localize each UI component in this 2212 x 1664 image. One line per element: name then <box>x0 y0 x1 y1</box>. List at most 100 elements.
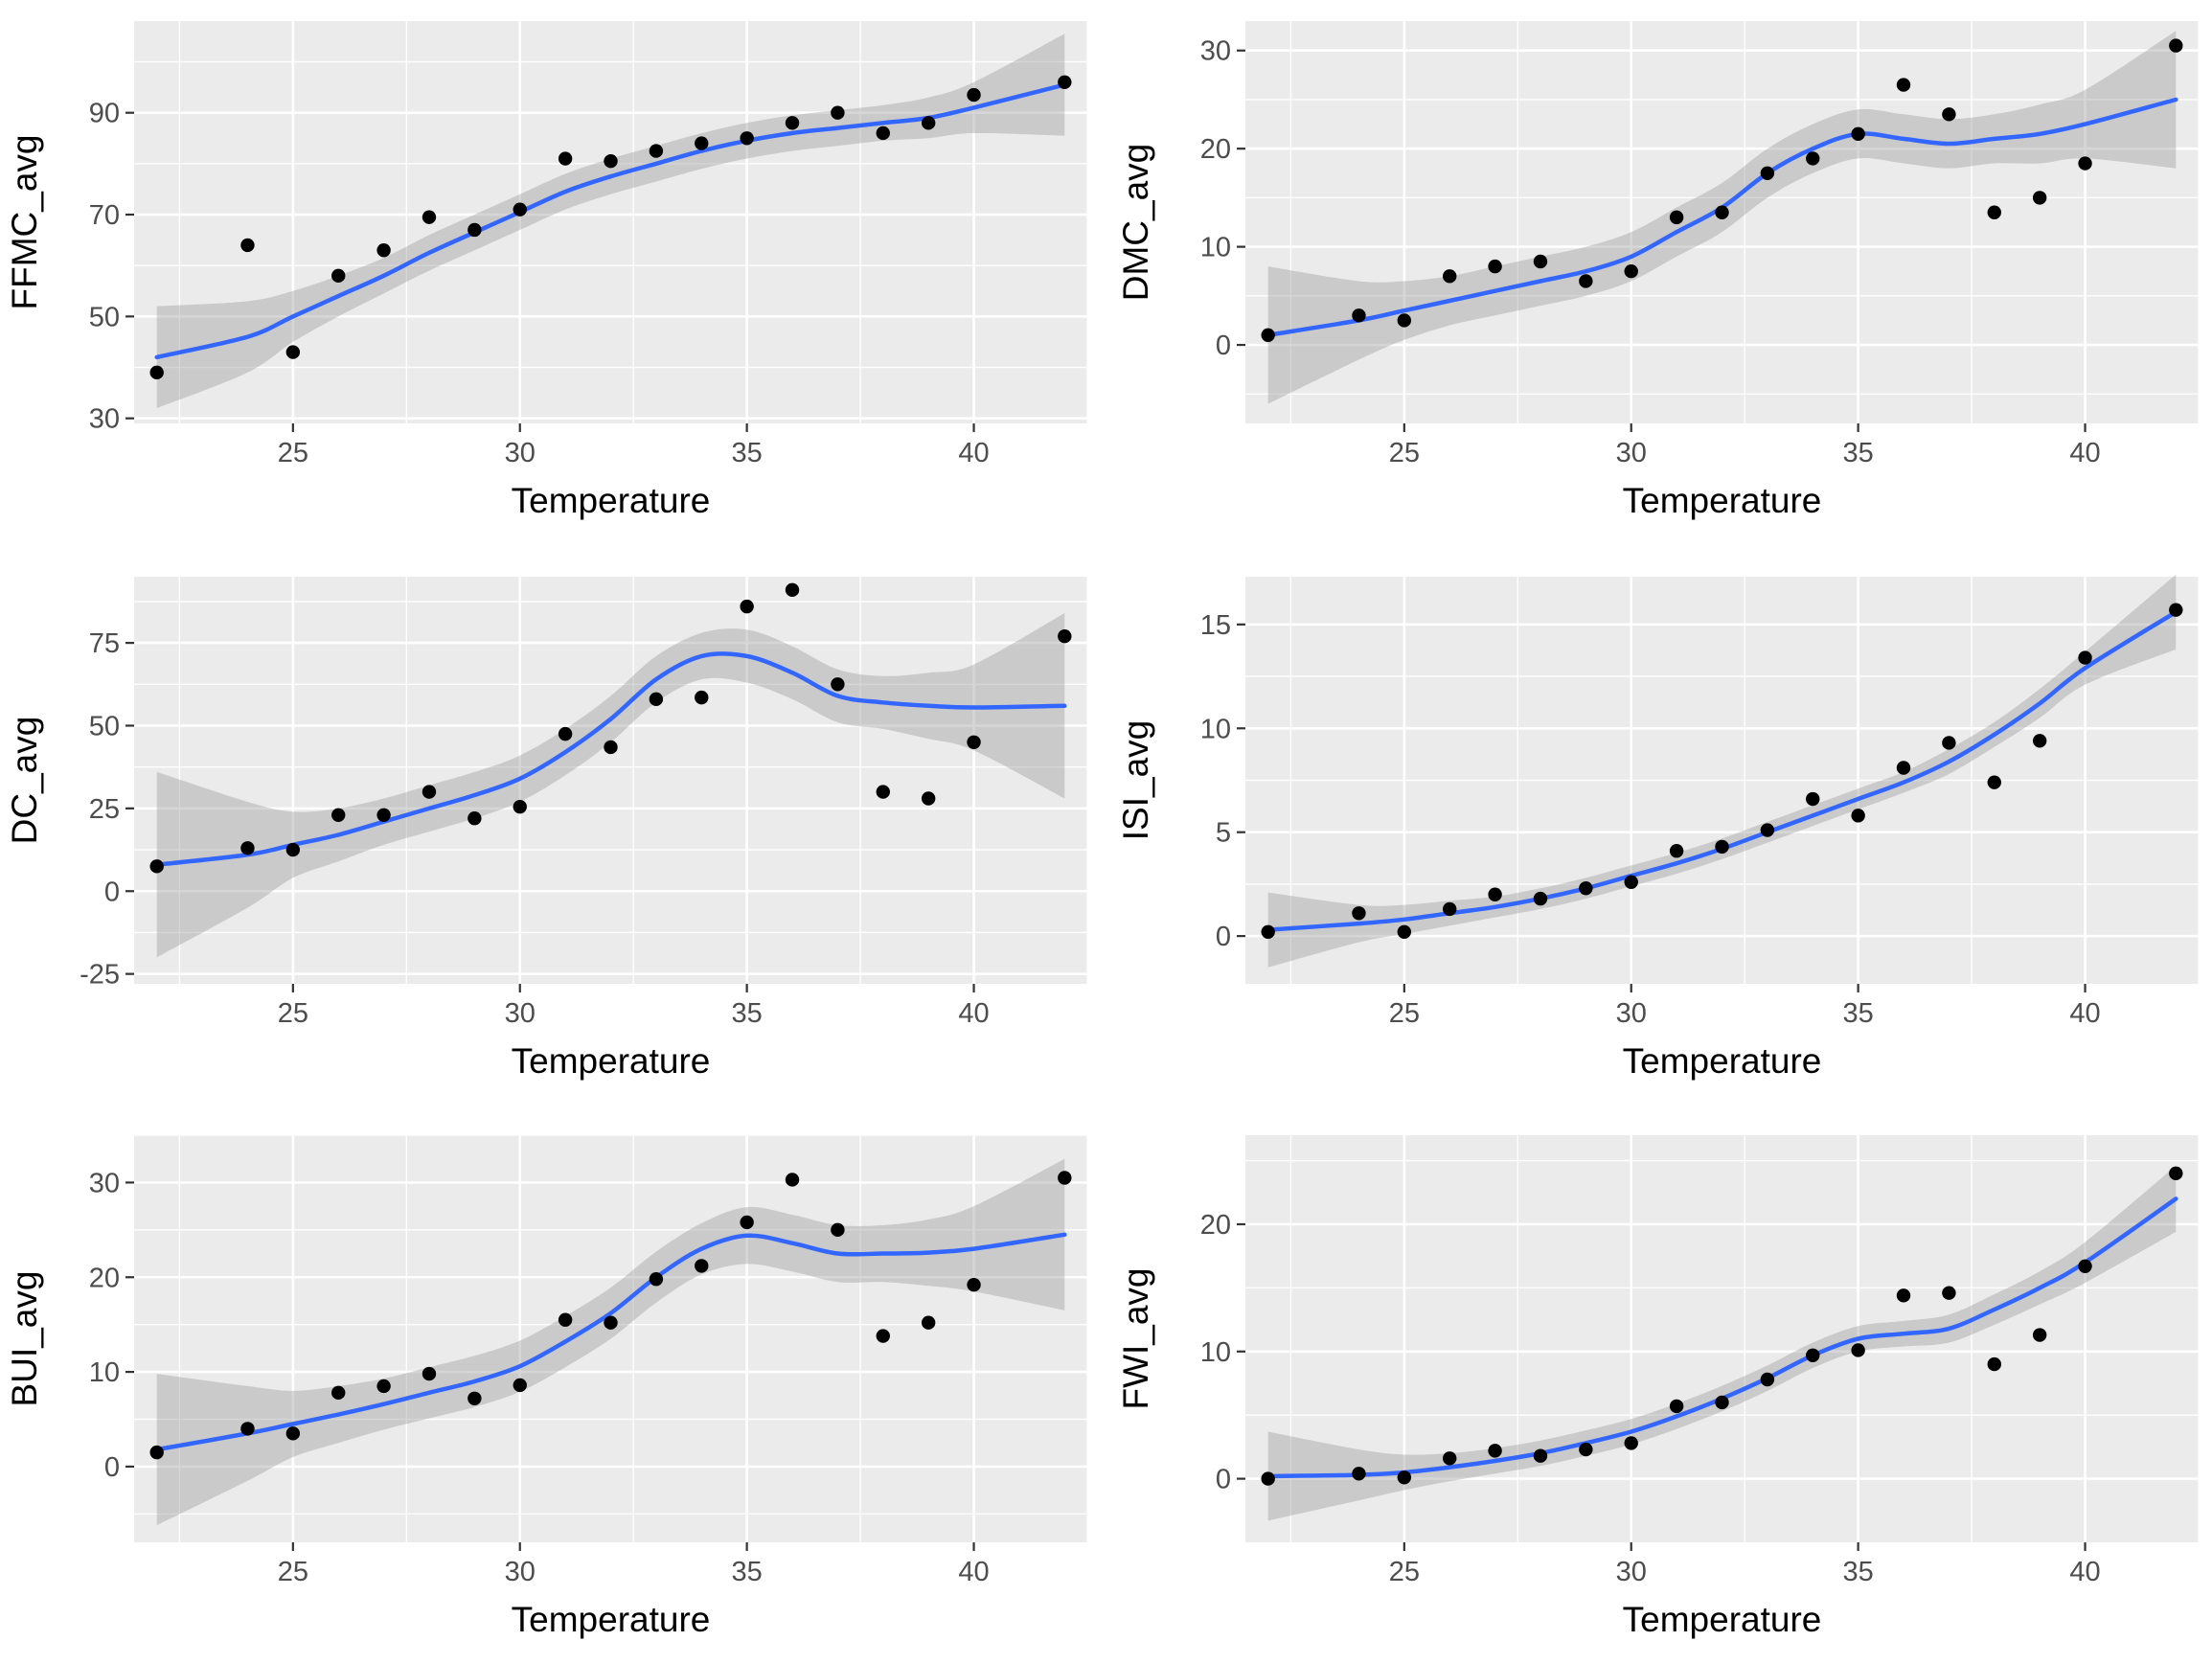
x-axis-title: Temperature <box>1623 1600 1822 1639</box>
y-tick-label: 0 <box>1216 1465 1231 1495</box>
x-tick-label: 25 <box>1389 998 1420 1029</box>
x-axis-title: Temperature <box>512 481 711 520</box>
confidence-band <box>156 1158 1065 1526</box>
data-point <box>921 116 936 130</box>
data-point <box>1624 264 1638 279</box>
data-point <box>740 599 754 614</box>
data-point <box>376 808 391 822</box>
y-tick-label: 30 <box>1200 36 1231 67</box>
data-point <box>649 692 664 707</box>
data-point <box>2078 650 2092 665</box>
data-point <box>1058 1171 1072 1185</box>
data-point <box>1488 1444 1502 1458</box>
y-tick-label: 15 <box>1200 610 1231 641</box>
data-point <box>604 1315 618 1330</box>
data-point <box>558 726 573 741</box>
data-point <box>467 222 482 238</box>
data-point <box>1715 1395 1729 1410</box>
data-point <box>558 151 573 166</box>
data-point <box>513 1378 527 1393</box>
data-point <box>2169 1166 2183 1181</box>
y-axis-title: FFMC_avg <box>5 135 44 310</box>
data-point <box>1942 736 1956 750</box>
panel-ffmc-avg: 25 30 35 40 30 50 70 90 Temperature FFMC_avg <box>5 21 1088 520</box>
data-point <box>1896 1288 1911 1303</box>
data-point <box>1443 269 1457 284</box>
y-tick-label: 0 <box>104 1452 120 1483</box>
y-tick-label: 20 <box>1200 1210 1231 1241</box>
data-point <box>1760 166 1775 180</box>
y-tick-label: 10 <box>89 1357 120 1388</box>
data-point <box>1624 1436 1638 1450</box>
x-tick-label: 25 <box>1389 438 1420 468</box>
data-point <box>785 582 800 598</box>
data-point <box>876 125 890 141</box>
data-point <box>831 1222 845 1238</box>
data-point <box>1987 775 2001 789</box>
y-axis-title: BUI_avg <box>5 1271 44 1407</box>
data-point <box>1261 924 1275 939</box>
data-point <box>285 345 301 359</box>
data-point <box>1579 274 1593 288</box>
y-tick-label: 5 <box>1216 818 1231 849</box>
data-point <box>467 811 482 826</box>
data-point <box>785 116 800 130</box>
data-point <box>1443 1451 1457 1466</box>
confidence-band <box>156 613 1065 958</box>
data-point <box>1715 205 1729 219</box>
data-point <box>967 1277 981 1292</box>
y-tick-label: 50 <box>89 302 120 332</box>
data-point <box>921 791 936 806</box>
data-point <box>2032 734 2047 748</box>
data-point <box>1488 887 1502 901</box>
x-tick-label: 35 <box>732 998 763 1029</box>
data-point <box>422 1366 437 1381</box>
data-point <box>376 1379 391 1394</box>
data-point <box>1624 875 1638 889</box>
data-point <box>2032 191 2047 205</box>
data-point <box>1851 126 1865 142</box>
data-point <box>695 136 709 150</box>
panel-bui-avg: 25 30 35 40 0 10 20 30 Temperature BUI_avg <box>5 1134 1088 1639</box>
data-point <box>1352 1467 1366 1481</box>
data-point <box>1896 761 1911 775</box>
data-point <box>1987 205 2001 219</box>
y-tick-label: 0 <box>1216 331 1231 361</box>
data-point <box>2078 1259 2092 1273</box>
data-point <box>1806 151 1820 166</box>
data-point <box>740 1215 754 1230</box>
y-tick-label: 25 <box>89 794 120 825</box>
x-tick-label: 30 <box>505 998 536 1029</box>
data-point <box>285 1426 301 1441</box>
data-point <box>331 268 346 284</box>
x-tick-label: 40 <box>2069 1557 2100 1587</box>
panel-fwi-avg: 25 30 35 40 0 10 20 Temperature FWI_avg <box>1116 1135 2200 1639</box>
y-tick-label: 70 <box>89 200 120 231</box>
data-point <box>1533 254 1548 269</box>
data-point <box>1942 1286 1956 1300</box>
panel-background <box>134 21 1087 423</box>
data-point <box>649 144 664 158</box>
data-point <box>967 735 981 749</box>
y-tick-label: 90 <box>89 99 120 129</box>
y-axis-title: DMC_avg <box>1116 144 1155 302</box>
data-point <box>1851 1343 1865 1357</box>
data-point <box>2169 38 2183 53</box>
x-tick-label: 30 <box>1616 438 1647 468</box>
data-point <box>1579 881 1593 896</box>
y-tick-label: 30 <box>89 404 120 435</box>
y-tick-label: 10 <box>1200 233 1231 263</box>
y-axis-title: FWI_avg <box>1116 1267 1155 1409</box>
data-point <box>1352 308 1366 323</box>
data-point <box>1579 1442 1593 1457</box>
x-tick-label: 40 <box>958 998 989 1029</box>
x-tick-label: 40 <box>958 1557 989 1587</box>
data-point <box>149 365 164 380</box>
x-axis-title: Temperature <box>512 1041 711 1081</box>
y-tick-label: 10 <box>1200 1337 1231 1368</box>
x-tick-label: 25 <box>1389 1557 1420 1587</box>
data-point <box>1987 1356 2001 1372</box>
panel-background <box>134 577 1087 984</box>
y-tick-label: 10 <box>1200 714 1231 744</box>
